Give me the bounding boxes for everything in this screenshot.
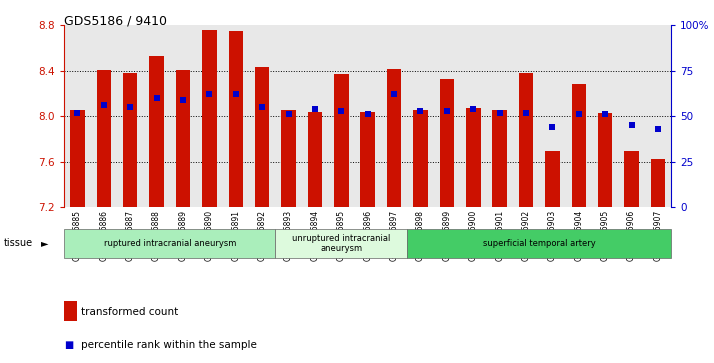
Text: superficial temporal artery: superficial temporal artery	[483, 239, 595, 248]
Bar	[466, 108, 481, 207]
Text: unruptured intracranial
aneurysm: unruptured intracranial aneurysm	[292, 233, 391, 253]
Text: ■: ■	[64, 340, 74, 350]
Bar	[624, 151, 639, 207]
Bar	[650, 159, 665, 207]
Bar	[202, 30, 216, 207]
Text: ruptured intracranial aneurysm: ruptured intracranial aneurysm	[104, 239, 236, 248]
Bar	[123, 73, 138, 207]
Point	[71, 110, 83, 115]
Point	[441, 108, 453, 114]
Bar	[598, 113, 613, 207]
Bar	[413, 110, 428, 207]
Bar	[361, 112, 375, 207]
FancyBboxPatch shape	[407, 229, 671, 258]
Bar	[440, 79, 454, 207]
FancyBboxPatch shape	[64, 229, 276, 258]
FancyBboxPatch shape	[276, 229, 407, 258]
Point	[336, 108, 347, 114]
Bar	[545, 151, 560, 207]
Point	[309, 106, 321, 112]
Bar	[493, 110, 507, 207]
Point	[362, 111, 373, 117]
Bar	[571, 85, 586, 207]
Point	[177, 97, 188, 103]
Bar	[334, 74, 348, 207]
Point	[626, 122, 638, 128]
Point	[415, 108, 426, 114]
Point	[256, 104, 268, 110]
Point	[521, 110, 532, 115]
Bar	[308, 112, 322, 207]
Bar	[387, 69, 401, 207]
Point	[468, 106, 479, 112]
Text: tissue: tissue	[4, 238, 33, 248]
Bar	[519, 73, 533, 207]
Point	[388, 91, 400, 97]
Bar	[176, 70, 190, 207]
Text: percentile rank within the sample: percentile rank within the sample	[81, 340, 256, 350]
Point	[230, 91, 241, 97]
Point	[203, 91, 215, 97]
Bar	[255, 68, 269, 207]
Bar	[70, 110, 85, 207]
Point	[653, 126, 664, 132]
Bar	[281, 110, 296, 207]
Point	[124, 104, 136, 110]
Bar	[96, 70, 111, 207]
Point	[151, 95, 162, 101]
Bar	[149, 56, 164, 207]
Point	[283, 111, 294, 117]
Point	[547, 124, 558, 130]
Bar	[228, 31, 243, 207]
Point	[600, 111, 611, 117]
Point	[494, 110, 506, 115]
Text: GDS5186 / 9410: GDS5186 / 9410	[64, 15, 167, 28]
Text: ►: ►	[41, 238, 49, 248]
Point	[573, 111, 585, 117]
Text: transformed count: transformed count	[81, 307, 178, 317]
Point	[98, 102, 109, 108]
